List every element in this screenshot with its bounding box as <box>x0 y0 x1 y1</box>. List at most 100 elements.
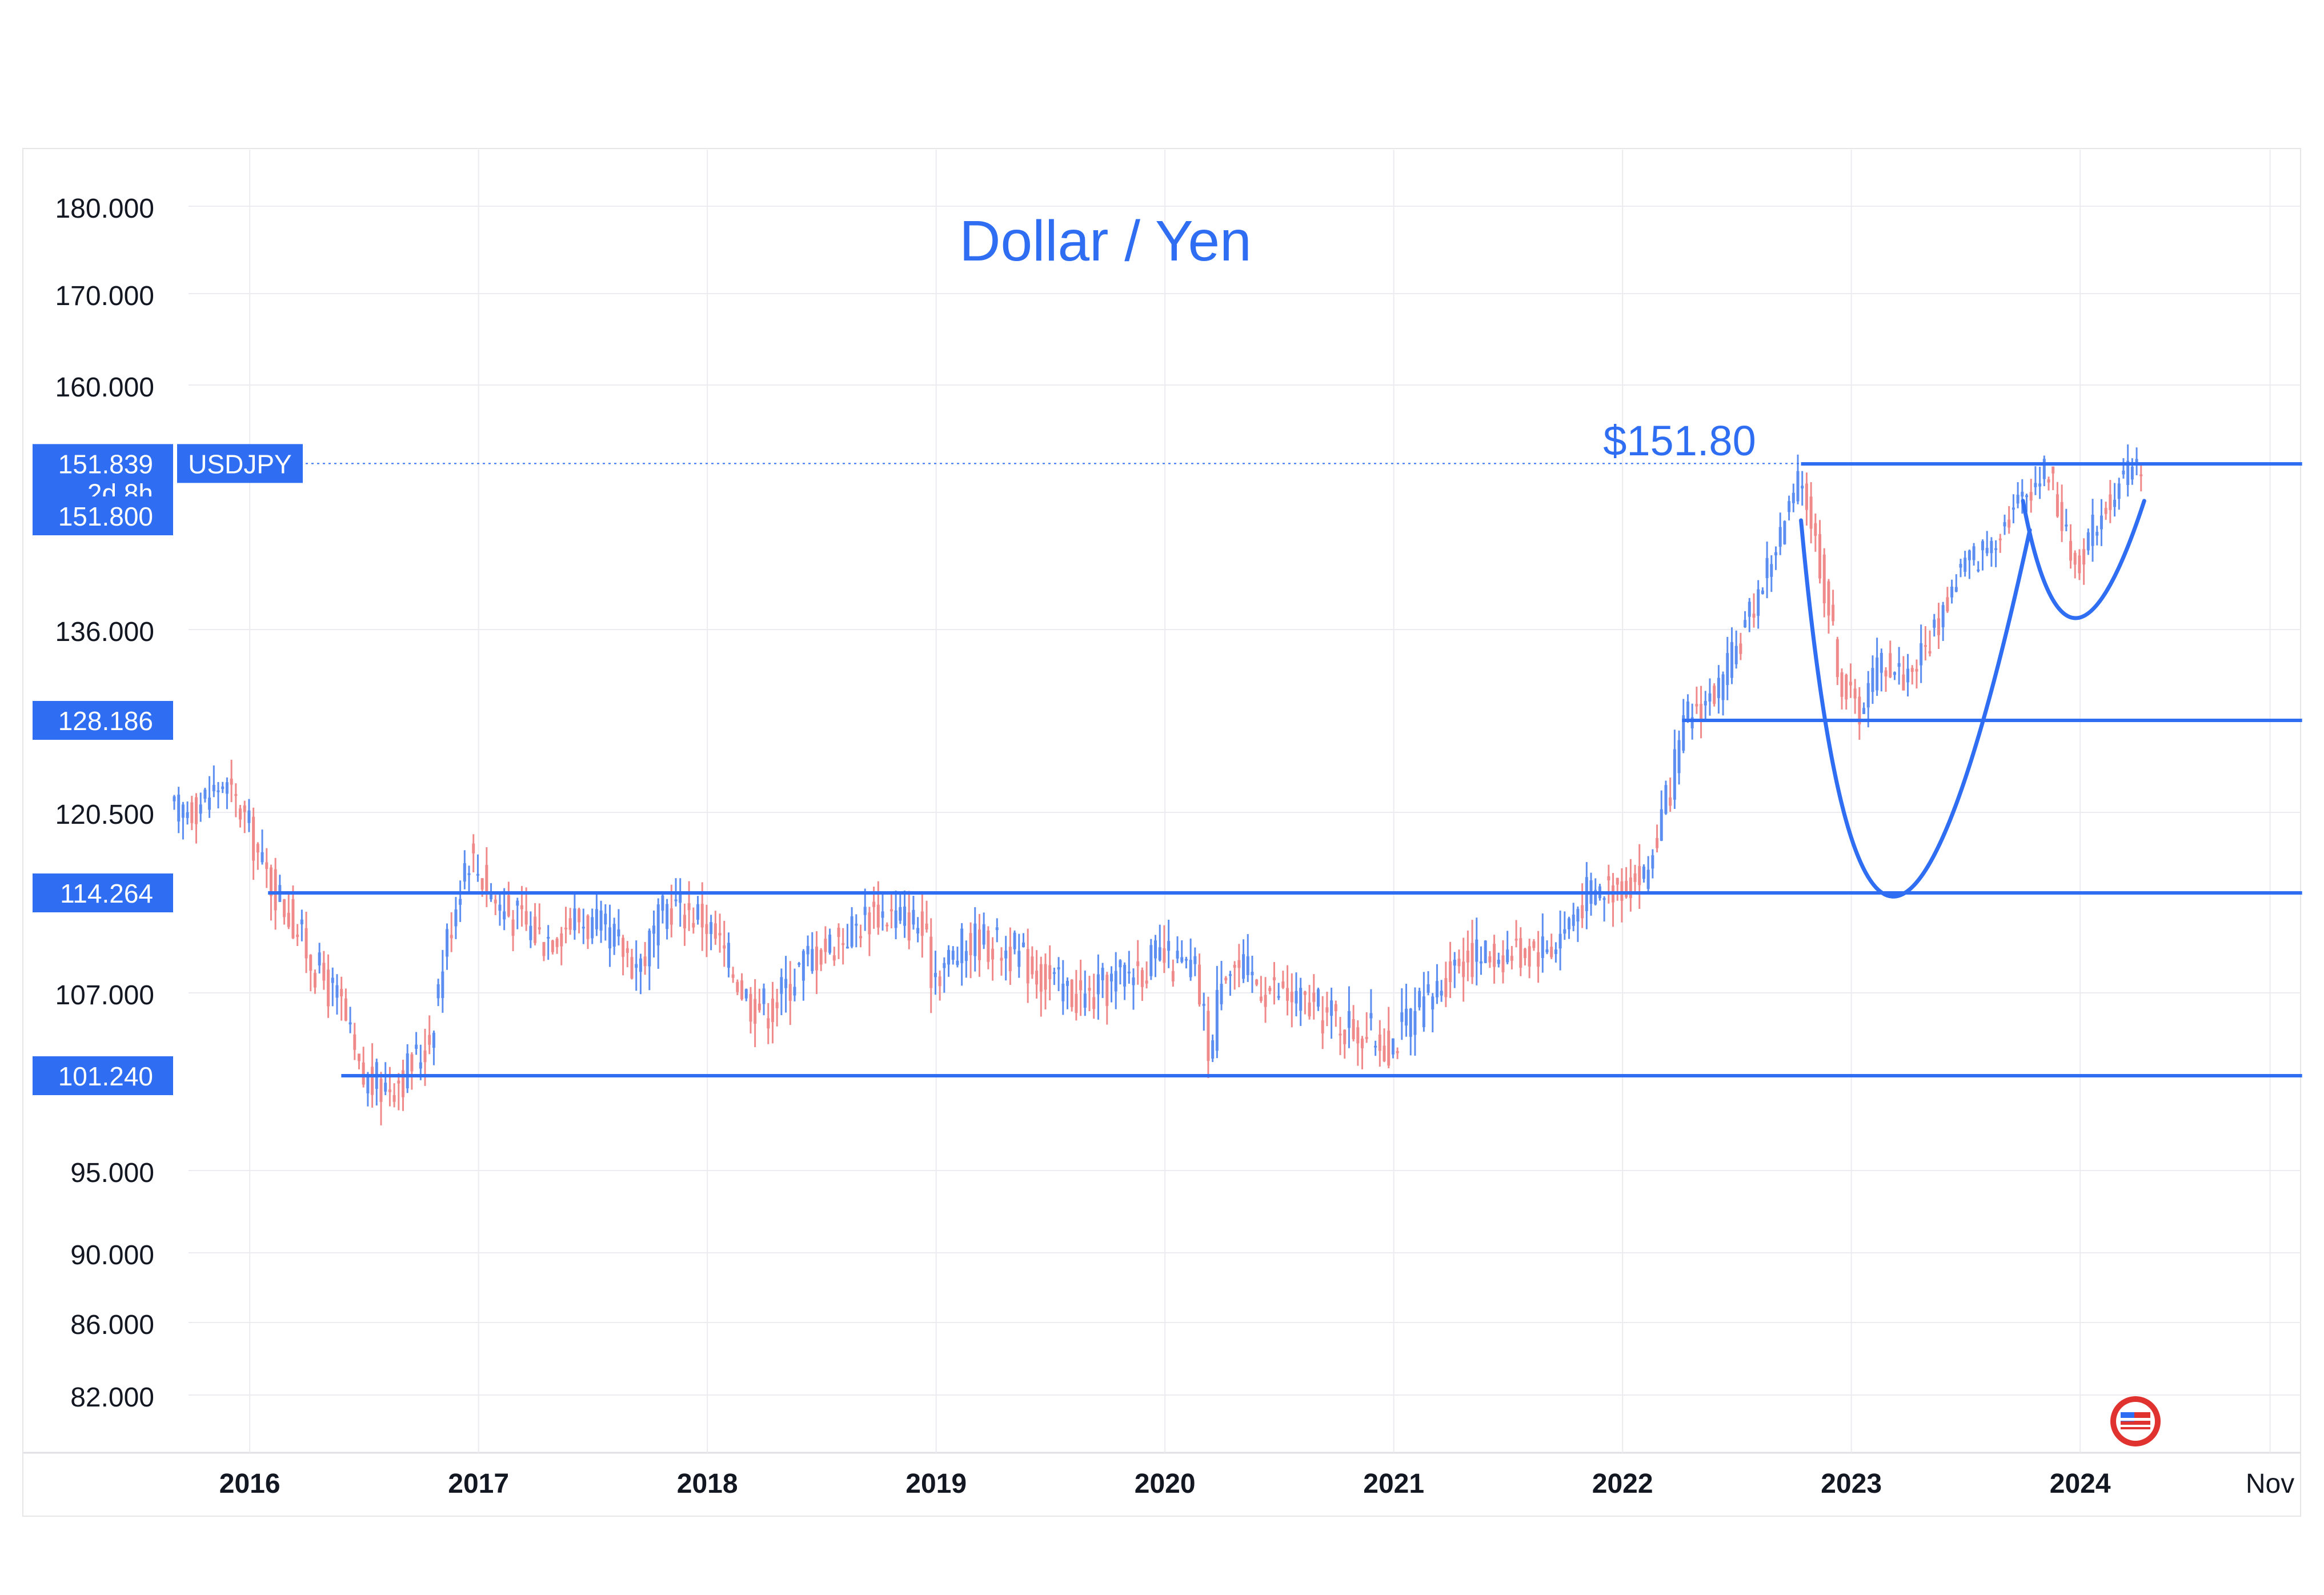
candle-body <box>1664 785 1668 814</box>
candle-body <box>731 974 735 978</box>
candle-body <box>1233 964 1236 968</box>
candle-body <box>357 1053 360 1061</box>
candle-body <box>1242 954 1245 979</box>
candle-body <box>516 900 519 906</box>
candle-body <box>943 963 946 968</box>
candle-body <box>1083 993 1087 1008</box>
y-tick-label: 107.000 <box>55 980 154 1011</box>
candle-body <box>1563 929 1566 934</box>
y-tick-label: 180.000 <box>55 194 154 224</box>
candle-body <box>186 812 189 818</box>
candle-body <box>428 1035 431 1045</box>
candle-body <box>1286 988 1289 1001</box>
candle-body <box>1470 943 1474 977</box>
candle-body <box>225 782 229 794</box>
candle-body <box>1990 540 1993 554</box>
candle-body <box>1849 682 1852 686</box>
candle-body <box>1765 558 1769 578</box>
candle-body <box>727 943 730 968</box>
candle-body <box>1761 590 1764 594</box>
candle-body <box>2082 549 2086 565</box>
candle-body <box>446 929 449 957</box>
candle-body <box>1391 1038 1395 1055</box>
candle-body <box>1994 548 1998 550</box>
candle-body <box>2065 524 2068 527</box>
candle-body <box>1669 797 1672 806</box>
candle-body <box>876 904 880 928</box>
candle-body <box>203 790 207 799</box>
candle-body <box>520 905 523 909</box>
candle-body <box>1044 964 1047 990</box>
candle-body <box>630 957 634 979</box>
candle-body <box>670 908 673 925</box>
candle-body <box>2130 466 2134 480</box>
candle-body <box>1281 981 1285 988</box>
candle-body <box>291 899 295 939</box>
candle-body <box>612 924 616 947</box>
candle-body <box>850 916 854 947</box>
candle-body <box>1933 619 1936 628</box>
candle-body <box>793 987 796 996</box>
candle-body <box>1409 1008 1412 1037</box>
candle-body <box>1726 653 1729 686</box>
candle-body <box>327 969 330 1007</box>
candle-body <box>2025 495 2029 498</box>
price-annotation: $151.80 <box>1603 417 1756 464</box>
candle-body <box>221 786 225 790</box>
lines-layer <box>268 462 2302 1077</box>
candle-body <box>1858 696 1861 725</box>
candle-body <box>639 958 642 972</box>
candle-body <box>1827 581 1830 616</box>
candle-body <box>1295 991 1298 1004</box>
candle-body <box>239 808 242 820</box>
candle-body <box>1224 977 1228 980</box>
candle-body <box>2086 532 2090 551</box>
x-tick-label: 2019 <box>905 1469 967 1499</box>
candle-body <box>1493 944 1496 967</box>
candle-body <box>524 911 528 925</box>
candle-body <box>920 911 924 936</box>
candle-body <box>842 943 845 945</box>
candle-body <box>700 904 704 928</box>
candle-body <box>2113 499 2117 507</box>
candle-body <box>1356 1027 1360 1044</box>
candle-body <box>1497 959 1500 964</box>
candle-body <box>1607 876 1610 880</box>
candle-body <box>353 1034 356 1050</box>
candle-body <box>872 901 876 907</box>
candle-body <box>555 938 559 947</box>
candle-body <box>212 785 215 792</box>
candle-body <box>832 955 836 961</box>
candle-body <box>1545 949 1549 953</box>
candle-body <box>1897 663 1901 667</box>
candle-body <box>1832 604 1835 622</box>
candle-body <box>885 924 889 927</box>
candle-body <box>648 930 651 967</box>
candle-body <box>1677 740 1681 774</box>
candle-body <box>1920 643 1923 666</box>
candle-body <box>1523 948 1526 959</box>
candle-body <box>423 1050 427 1063</box>
candle-body <box>252 816 255 861</box>
candle-body <box>947 949 951 965</box>
candle-body <box>802 951 805 981</box>
tradingview-flag-icon[interactable] <box>2110 1396 2161 1446</box>
candle-body <box>1176 951 1179 959</box>
candle-body <box>894 910 897 928</box>
candle-body <box>1330 1000 1333 1016</box>
candle-body <box>1158 947 1161 960</box>
candle-body <box>582 927 585 929</box>
candle-body <box>578 909 581 923</box>
candle-body <box>507 895 510 916</box>
badge-value: 101.240 <box>58 1061 153 1091</box>
candle-body <box>1946 597 1949 612</box>
candle-body <box>2073 552 2077 565</box>
candle-body <box>384 1083 387 1092</box>
candle-body <box>485 865 488 893</box>
candle-body <box>828 935 832 953</box>
candle-body <box>1568 918 1571 929</box>
candle-body <box>2051 466 2055 474</box>
candle-body <box>436 984 440 999</box>
candle-body <box>318 952 321 965</box>
candle-body <box>2060 502 2063 531</box>
